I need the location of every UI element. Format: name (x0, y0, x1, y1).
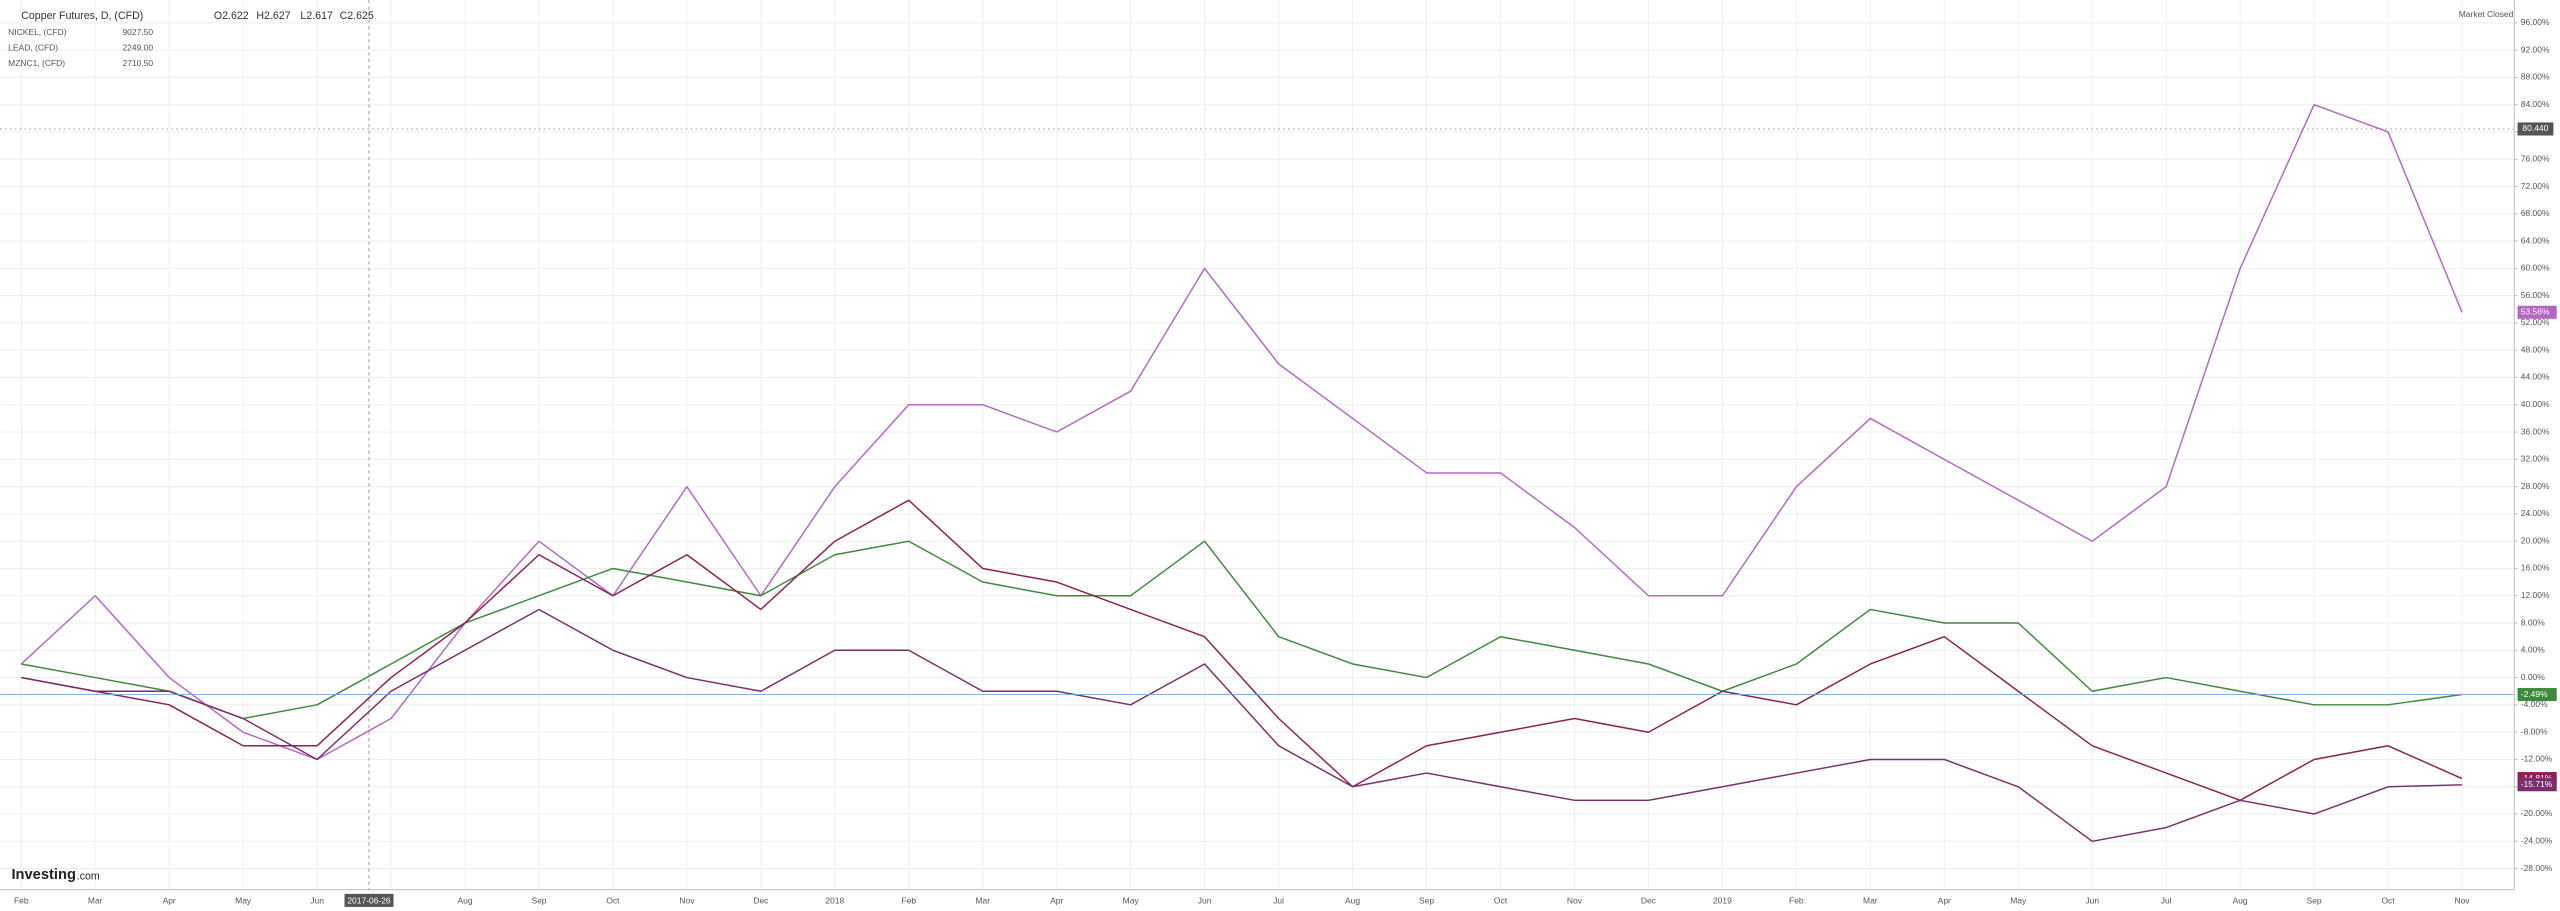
chart-title: Copper Futures, D, (CFD) (21, 10, 143, 22)
crosshair-y-label: 80.440 (2522, 123, 2548, 133)
y-tick-label: -8.00% (2521, 726, 2548, 736)
y-tick-label: -4.00% (2521, 699, 2548, 709)
y-tick-label: 48.00% (2521, 344, 2550, 354)
last-value-tag (2517, 688, 2557, 702)
y-tick-label: 68.00% (2521, 208, 2550, 218)
x-tick-label: Nov (1567, 895, 1583, 905)
last-value-tag (2517, 778, 2557, 792)
y-tick-label: 88.00% (2521, 72, 2550, 82)
x-tick-label: Jun (2085, 895, 2099, 905)
legend-value: 2710.50 (122, 58, 153, 68)
x-tick-label: Jul (1273, 895, 1284, 905)
x-tick-label: Mar (975, 895, 990, 905)
x-tick-label: Dec (753, 895, 769, 905)
grid (0, 0, 2515, 890)
market-status: Market Closed (2459, 9, 2514, 19)
y-tick-label: 36.00% (2521, 426, 2550, 436)
y-tick-label: 40.00% (2521, 399, 2550, 409)
y-tick-label: 64.00% (2521, 235, 2550, 245)
y-tick-label: 32.00% (2521, 454, 2550, 464)
series-line (21, 540, 2463, 720)
x-tick-label: Jun (310, 895, 324, 905)
y-tick-label: 44.00% (2521, 372, 2550, 382)
y-tick-label: 24.00% (2521, 508, 2550, 518)
axis-labels: 96.00%92.00%88.00%84.00%80.00%76.00%72.0… (8, 17, 2557, 905)
y-tick-label: -20.00% (2521, 808, 2553, 818)
series-lines (0, 103, 2515, 843)
high: H2.627 (256, 10, 290, 22)
x-tick-label: Oct (2381, 895, 2395, 905)
last-value-label: -14.81% (2521, 773, 2553, 783)
y-tick-label: 28.00% (2521, 481, 2550, 491)
x-tick-label: Jun (1198, 895, 1212, 905)
open: O2.622 (214, 10, 249, 22)
legend-name: LEAD, (CFD) (8, 42, 58, 52)
y-tick-label: 72.00% (2521, 181, 2550, 191)
y-tick-label: -28.00% (2521, 863, 2553, 873)
logo-suffix: .com (77, 871, 100, 883)
x-tick-label: Sep (1419, 895, 1434, 905)
x-tick-label: 2018 (825, 895, 844, 905)
y-tick-label: 20.00% (2521, 535, 2550, 545)
x-tick-label: Apr (1050, 895, 1063, 905)
x-tick-label: Sep (531, 895, 546, 905)
x-tick-label: Dec (1641, 895, 1657, 905)
x-tick-label: May (235, 895, 252, 905)
legend-name: MZNC1, (CFD) (8, 58, 65, 68)
y-tick-label: 56.00% (2521, 290, 2550, 300)
crosshair-y-tag (2517, 122, 2554, 136)
x-tick-label: May (1123, 895, 1140, 905)
x-tick-label: Feb (902, 895, 917, 905)
crosshair-x-tag (344, 893, 394, 907)
x-tick-label: Mar (88, 895, 103, 905)
x-tick-label: Apr (163, 895, 176, 905)
x-tick-label: Jul (2161, 895, 2172, 905)
x-tick-label: Apr (1938, 895, 1951, 905)
x-tick-label: Mar (1863, 895, 1878, 905)
y-tick-label: 16.00% (2521, 563, 2550, 573)
logo-brand: Investing (11, 867, 75, 883)
x-tick-label: Feb (14, 895, 29, 905)
y-tick-label: -12.00% (2521, 754, 2553, 764)
y-tick-label: 76.00% (2521, 153, 2550, 163)
crosshair-x-label: 2017-06-26 (347, 895, 391, 905)
x-tick-label: Aug (1345, 895, 1360, 905)
low: L2.617 (300, 10, 333, 22)
legend-value: 9027.50 (122, 27, 153, 37)
x-tick-label: Aug (457, 895, 472, 905)
last-value-label: -2.49% (2521, 689, 2548, 699)
x-tick-label: Sep (2307, 895, 2322, 905)
x-tick-label: Oct (606, 895, 620, 905)
close: C2.625 (340, 10, 374, 22)
legend-value: 2249.00 (122, 42, 153, 52)
y-tick-label: 92.00% (2521, 44, 2550, 54)
last-value-label: -15.71% (2521, 779, 2553, 789)
x-tick-label: Aug (2233, 895, 2248, 905)
y-tick-label: 0.00% (2521, 672, 2545, 682)
last-value-tag (2517, 305, 2557, 319)
x-tick-label: Oct (1494, 895, 1508, 905)
y-tick-label: 52.00% (2521, 317, 2550, 327)
y-tick-label: -24.00% (2521, 836, 2553, 846)
last-value-label: 53.56% (2521, 307, 2550, 317)
series-line (21, 608, 2463, 843)
y-tick-label: 84.00% (2521, 99, 2550, 109)
series-line (21, 499, 2463, 802)
y-tick-label: 4.00% (2521, 645, 2545, 655)
x-tick-label: Feb (1789, 895, 1804, 905)
y-tick-label: 60.00% (2521, 263, 2550, 273)
legend-name: NICKEL, (CFD) (8, 27, 67, 37)
x-tick-label: May (2010, 895, 2027, 905)
x-tick-label: 2019 (1713, 895, 1732, 905)
x-tick-label: Nov (679, 895, 695, 905)
x-tick-label: Nov (2454, 895, 2470, 905)
y-tick-label: 96.00% (2521, 17, 2550, 27)
y-tick-label: 8.00% (2521, 617, 2545, 627)
y-tick-label: 12.00% (2521, 590, 2550, 600)
